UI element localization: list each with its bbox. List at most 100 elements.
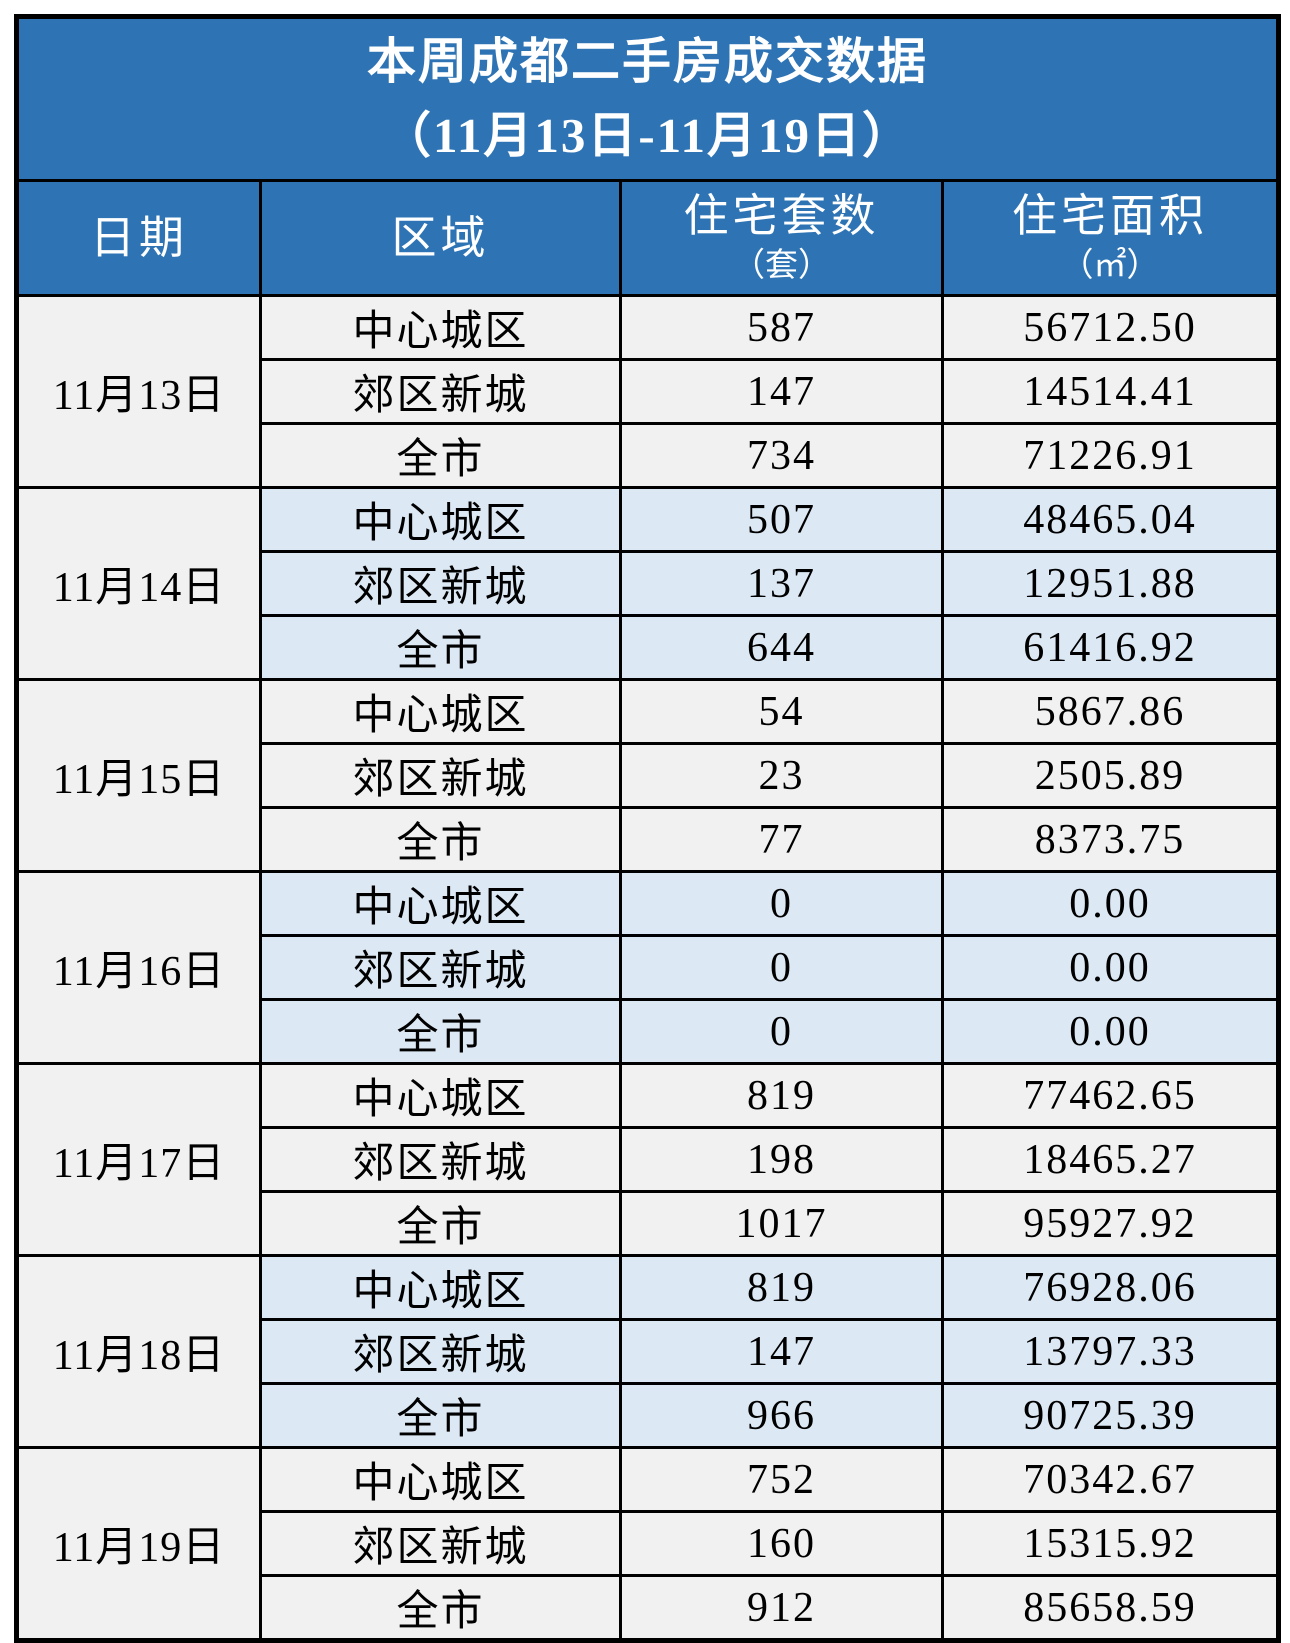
units-cell: 1017 [619,1190,944,1257]
area-cell: 71226.91 [940,422,1281,489]
region-cell: 郊区新城 [259,1318,622,1385]
region-cell: 全市 [259,422,622,489]
date-cell-nov15: 11月15日 [15,678,262,873]
region-cell: 郊区新城 [259,1126,622,1193]
title-line-1: 本周成都二手房成交数据 [367,34,929,89]
header-area-label: 住宅面积 [1012,191,1209,241]
header-region-label: 区域 [391,213,490,263]
units-cell: 198 [619,1126,944,1193]
page: 本周成都二手房成交数据 （11月13日-11月19日） 日期 区域 住宅套数 （… [14,14,1282,1643]
area-cell: 18465.27 [940,1126,1281,1193]
units-cell: 644 [619,614,944,681]
date-cell-nov18: 11月18日 [15,1254,262,1449]
table-row: 全市 734 71226.91 [17,422,1281,489]
region-cell: 中心城区 [259,1446,622,1513]
units-cell: 0 [619,998,944,1065]
region-cell: 郊区新城 [259,1510,622,1577]
area-cell: 0.00 [940,998,1281,1065]
area-cell: 70342.67 [940,1446,1281,1513]
header-date-label: 日期 [89,213,188,263]
table-row: 11月18日 中心城区 819 76928.06 [15,1254,1281,1449]
units-cell: 819 [619,1254,944,1321]
title-row: 本周成都二手房成交数据 （11月13日-11月19日） [14,15,1281,182]
area-cell: 0.00 [940,934,1281,1001]
table-row: 11月14日 中心城区 507 48465.04 [15,486,1281,681]
housing-transactions-table: 本周成都二手房成交数据 （11月13日-11月19日） 日期 区域 住宅套数 （… [14,14,1282,1643]
region-cell: 全市 [259,614,622,681]
table-title: 本周成都二手房成交数据 （11月13日-11月19日） [14,15,1281,182]
area-cell: 0.00 [940,870,1281,937]
units-cell: 966 [619,1382,944,1449]
area-cell: 77462.65 [940,1062,1281,1129]
region-cell: 中心城区 [259,294,622,361]
units-cell: 587 [619,294,944,361]
area-cell: 90725.39 [940,1382,1281,1449]
date-cell-nov13: 11月13日 [15,294,262,489]
area-cell: 61416.92 [940,614,1281,681]
header-units-unit: （套） [732,248,831,284]
region-cell: 全市 [259,1382,622,1449]
region-cell: 全市 [259,998,622,1065]
region-cell: 中心城区 [259,1062,622,1129]
region-cell: 中心城区 [259,1254,622,1321]
date-cell-nov16: 11月16日 [15,870,262,1065]
units-cell: 147 [619,358,944,425]
table-row: 全市 1017 95927.92 [17,1190,1281,1257]
table-row: 郊区新城 147 14514.41 [17,358,1281,425]
date-cell-nov17: 11月17日 [15,1062,262,1257]
region-cell: 郊区新城 [259,742,622,809]
units-cell: 137 [619,550,944,617]
area-cell: 13797.33 [940,1318,1281,1385]
table-row: 11月19日 中心城区 752 70342.67 [15,1446,1281,1642]
units-cell: 819 [619,1062,944,1129]
units-cell: 0 [619,870,944,937]
header-region: 区域 [259,179,622,297]
area-cell: 12951.88 [940,550,1281,617]
header-area-unit: （㎡） [1060,248,1160,284]
table-row: 全市 0 0.00 [17,998,1281,1065]
table-row: 郊区新城 147 13797.33 [17,1318,1281,1385]
table-row: 郊区新城 0 0.00 [17,934,1281,1001]
region-cell: 全市 [259,806,622,873]
header-date: 日期 [15,179,262,297]
table-row: 郊区新城 198 18465.27 [17,1126,1281,1193]
table-row: 郊区新城 137 12951.88 [17,550,1281,617]
date-cell-nov19: 11月19日 [15,1446,262,1642]
area-cell: 8373.75 [940,806,1281,873]
region-cell: 中心城区 [259,870,622,937]
area-cell: 5867.86 [940,678,1281,745]
units-cell: 54 [619,678,944,745]
column-header-row: 日期 区域 住宅套数 （套） 住宅面积 （㎡） [15,179,1281,297]
region-cell: 中心城区 [259,678,622,745]
units-cell: 77 [619,806,944,873]
units-cell: 0 [619,934,944,1001]
area-cell: 85658.59 [940,1574,1281,1642]
table-row: 郊区新城 23 2505.89 [17,742,1281,809]
units-cell: 752 [619,1446,944,1513]
units-cell: 734 [619,422,944,489]
region-cell: 全市 [259,1190,622,1257]
title-line-2: （11月13日-11月19日） [382,108,913,163]
table-row: 全市 644 61416.92 [17,614,1281,681]
date-cell-nov14: 11月14日 [15,486,262,681]
header-area: 住宅面积 （㎡） [940,179,1281,297]
table-row: 11月17日 中心城区 819 77462.65 [15,1062,1281,1257]
units-cell: 23 [619,742,944,809]
region-cell: 中心城区 [259,486,622,553]
area-cell: 15315.92 [940,1510,1281,1577]
area-cell: 76928.06 [940,1254,1281,1321]
units-cell: 147 [619,1318,944,1385]
header-units: 住宅套数 （套） [619,179,944,297]
table-row: 全市 966 90725.39 [17,1382,1281,1449]
region-cell: 郊区新城 [259,550,622,617]
table-row: 11月16日 中心城区 0 0.00 [15,870,1281,1065]
units-cell: 507 [619,486,944,553]
region-cell: 全市 [259,1574,622,1642]
table-row: 11月13日 中心城区 587 56712.50 [15,294,1281,489]
area-cell: 48465.04 [940,486,1281,553]
region-cell: 郊区新城 [259,358,622,425]
table-row: 全市 77 8373.75 [17,806,1281,873]
area-cell: 14514.41 [940,358,1281,425]
table-row: 11月15日 中心城区 54 5867.86 [15,678,1281,873]
units-cell: 160 [619,1510,944,1577]
